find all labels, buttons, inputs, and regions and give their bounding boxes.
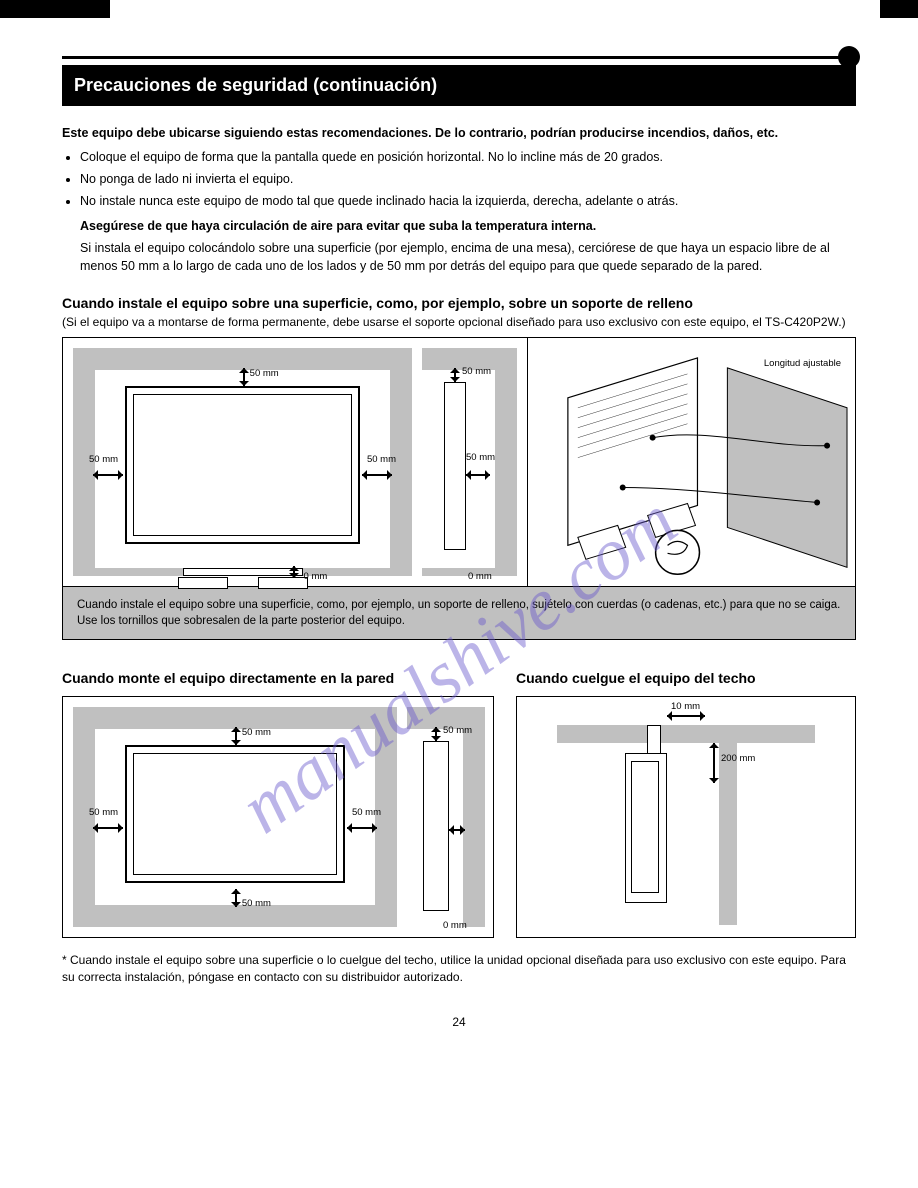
bullet: Coloque el equipo de forma que la pantal… [80,148,856,166]
section-c-heading: Cuando cuelgue el equipo del techo [516,670,856,686]
measure-b-side-back: 0 mm [443,920,467,931]
measure-right: 50 mm [367,454,396,465]
figure-b: 50 mm 50 mm 50 mm 50 mm 50 mm [62,696,494,938]
sub-detail: Si instala el equipo colocándolo sobre u… [80,239,856,275]
measure-side-bottom: 0 mm [468,571,492,582]
figure-a-front: 50 mm 50 mm 50 mm 0 mm [63,338,422,586]
measure-side-top: 50 mm [462,366,491,377]
measure-b-left: 50 mm [89,807,118,818]
bullet: No ponga de lado ni invierta el equipo. [80,170,856,188]
figure-b-front: 50 mm 50 mm 50 mm 50 mm [63,697,407,937]
measure-side-back: 50 mm [466,452,495,463]
figure-a-attach: Longitud ajustable [527,338,855,586]
figure-b-side: 50 mm 0 mm [407,697,493,937]
section-a-subnote: (Si el equipo va a montarse de forma per… [62,315,856,329]
intro-block: Este equipo debe ubicarse siguiendo esta… [62,124,856,275]
title-bar: Precauciones de seguridad (continuación) [62,65,856,106]
intro-lead: Este equipo debe ubicarse siguiendo esta… [62,124,856,142]
measure-b-side-top: 50 mm [443,725,472,736]
bullet: No instale nunca este equipo de modo tal… [80,192,856,210]
section-a-heading: Cuando instale el equipo sobre una super… [62,295,856,311]
attach-diagram-svg [528,338,855,585]
measure-b-top: 50 mm [242,727,271,738]
page-title: Precauciones de seguridad (continuación) [74,75,844,96]
measure-top: 50 mm [250,368,279,379]
page-content: Precauciones de seguridad (continuación)… [0,0,918,1069]
figure-a-note: Cuando instale el equipo sobre una super… [63,586,855,639]
measure-b-right: 50 mm [352,807,381,818]
figure-c: 10 mm 200 mm [516,696,856,938]
page-number: 24 [62,1015,856,1029]
measure-left: 50 mm [89,454,118,465]
measure-bottom: 0 mm [304,571,328,582]
header-rule [62,56,856,59]
attach-label: Longitud ajustable [764,358,841,369]
measure-c-gap: 10 mm [671,701,700,712]
sub-point: Asegúrese de que haya circulación de air… [80,217,856,235]
figure-a-side: 50 mm 50 mm 0 mm [422,338,527,586]
crop-marks-top [0,0,918,18]
section-b-heading: Cuando monte el equipo directamente en l… [62,670,494,686]
measure-b-bottom: 50 mm [242,898,271,909]
bottom-note: * Cuando instale el equipo sobre una sup… [62,952,856,987]
measure-c-ceiling: 200 mm [721,753,755,764]
figure-a: 50 mm 50 mm 50 mm 0 mm 50 mm 50 mm 0 mm [62,337,856,640]
